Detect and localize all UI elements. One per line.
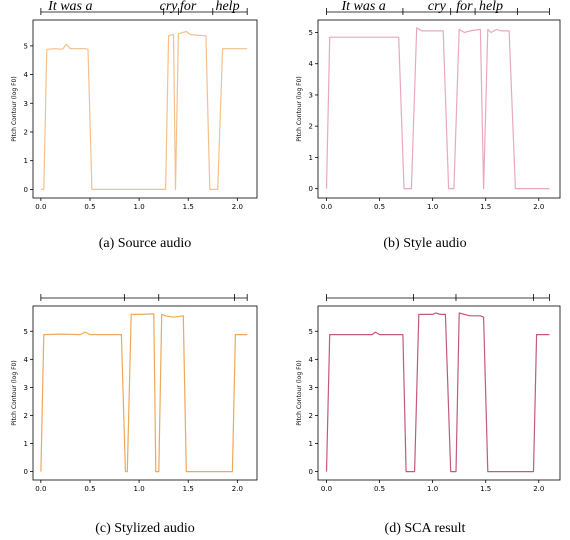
panel-2-x-tick-label: 1.5 [480,203,491,211]
panel-3-x-tick-label: 2.0 [232,485,243,493]
panel-3-x-tick-label: 1.0 [134,485,145,493]
panel-4-y-tick-label: 2 [309,412,313,420]
caption-c: (c) Stylized audio [95,521,195,536]
panel-2-word-label: cry [428,0,447,14]
caption-b: (b) Style audio [383,236,466,251]
panel-1-y-tick-label: 3 [24,100,28,108]
panel-2-y-tick-label: 5 [309,29,313,37]
panel-1-pitch-line [40,30,248,190]
panel-2-y-tick-label: 0 [309,185,313,193]
panel-2-y-tick-label: 1 [309,154,313,162]
panel-1-word-label: for [180,0,197,14]
panel-4-y-tick-label: 3 [309,384,313,392]
panel-2-y-tick-label: 4 [309,60,314,68]
panel-2-x-tick-label: 2.0 [533,203,544,211]
panel-2-y-tick-label: 3 [309,91,313,99]
panel-4-x-tick-label: 1.5 [480,485,491,493]
panel-3-y-tick-label: 0 [24,468,28,476]
panel-2-x-tick-label: 0.0 [321,203,332,211]
panel-2-word-label: for [456,0,473,14]
panel-1-axes-frame [32,19,258,199]
panel-4-pitch-line [325,312,550,473]
panel-4-x-tick-label: 0.5 [374,485,385,493]
panel-4-y-tick-label: 4 [309,356,314,364]
panel-1-y-axis-label: Pitch Contour (log F0) [11,76,18,141]
panel-3-y-tick-label: 1 [24,440,28,448]
panel-4-axes-frame [317,305,561,481]
panel-3-axes-frame [32,305,258,481]
panel-3-x-tick-label: 0.0 [35,485,46,493]
panel-3-pitch-line [40,313,248,473]
panel-2-pitch-line [325,27,550,190]
panel-3-y-tick-label: 4 [24,356,29,364]
panel-1-x-tick-label: 2.0 [232,203,243,211]
panel-4-y-tick-label: 5 [309,328,313,336]
panel-2-y-axis-label: Pitch Contour (log F0) [296,76,303,141]
panel-4-x-tick-label: 1.0 [427,485,438,493]
caption-a: (a) Source audio [99,236,192,251]
panel-4-y-axis-label: Pitch Contour (log F0) [296,360,303,425]
panel-4-y-tick-label: 1 [309,440,313,448]
panel-3-y-tick-label: 3 [24,384,28,392]
panel-1-y-tick-label: 4 [24,71,29,79]
panel-3-y-tick-label: 5 [24,328,28,336]
panel-1-x-tick-label: 1.0 [134,203,145,211]
panel-2-word-label: It was a [340,0,385,14]
panel-1-word-label: help [215,0,239,14]
panel-3-x-tick-label: 0.5 [84,485,95,493]
panel-2-axes-frame [317,19,561,199]
panel-1-x-tick-label: 0.0 [35,203,46,211]
panel-1-y-tick-label: 5 [24,42,28,50]
panel-3-y-tick-label: 2 [24,412,28,420]
panel-2-word-label: help [479,0,503,14]
panel-4-y-tick-label: 0 [309,468,313,476]
panel-4-x-tick-label: 2.0 [533,485,544,493]
panel-2-x-tick-label: 0.5 [374,203,385,211]
panel-1-word-label: cry [160,0,179,14]
caption-d: (d) SCA result [385,521,466,536]
panel-1-x-tick-label: 1.5 [183,203,194,211]
panel-1-y-tick-label: 1 [24,157,28,165]
panel-2-x-tick-label: 1.0 [427,203,438,211]
panel-1-y-tick-label: 2 [24,128,28,136]
panel-3-x-tick-label: 1.5 [183,485,194,493]
panel-3-y-axis-label: Pitch Contour (log F0) [11,360,18,425]
panel-1-word-label: It was a [47,0,92,14]
panel-1-y-tick-label: 0 [24,186,28,194]
panel-2-y-tick-label: 2 [309,123,313,131]
panel-4-x-tick-label: 0.0 [321,485,332,493]
panel-1-x-tick-label: 0.5 [84,203,95,211]
